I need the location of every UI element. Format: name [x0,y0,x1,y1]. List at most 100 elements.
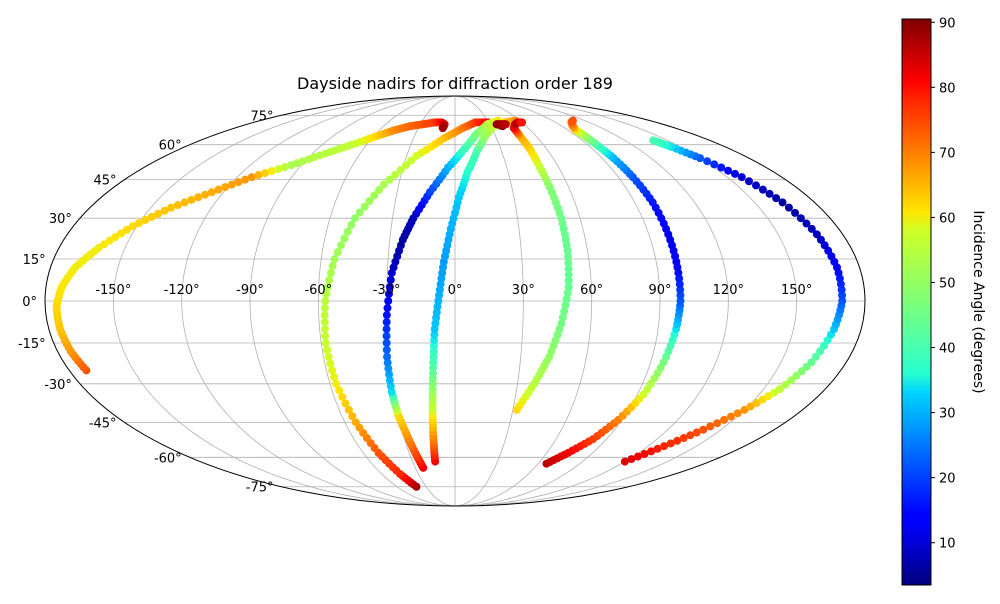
data-point [438,124,447,133]
data-point [128,222,137,231]
data-point [383,304,392,313]
colorbar-bar [901,18,932,586]
x-tick-label: -150° [95,283,131,298]
data-point [560,307,569,316]
data-point [234,178,243,187]
data-point [713,419,722,428]
data-point [280,163,289,172]
data-point [640,450,649,459]
data-point [384,289,393,298]
data-point [344,405,353,414]
y-tick-label: -75° [246,481,274,496]
map-border [44,95,866,507]
colorbar-tick-label: 20 [939,472,956,487]
data-point [326,359,335,368]
data-point [391,170,400,179]
data-point [341,399,350,408]
data-point [633,452,642,461]
data-point [326,268,335,277]
data-point [207,188,216,197]
data-point [740,405,749,414]
colorbar-tick-label: 10 [939,537,956,552]
y-tick-label: -30° [44,378,72,393]
x-tick-label: -120° [164,283,200,298]
y-tick-label: 75° [250,109,273,124]
data-point [328,366,337,375]
data-point [758,395,767,404]
data-point [518,118,527,127]
data-point [274,165,283,174]
data-point [187,195,196,204]
data-point [816,235,825,244]
data-point [660,442,669,451]
data-point [807,224,816,233]
data-point [167,203,176,212]
data-point [385,376,394,385]
y-tick-labels: -75° -60° -45° -30° -15° 0° 15° 30° 45° 60° 75° [18,109,274,495]
data-point [385,282,394,291]
data-point [564,270,573,279]
data-point [620,457,629,466]
data-point [396,165,405,174]
data-point [134,219,143,228]
data-point [343,227,352,236]
chart-title: Dayside nadirs for diffraction order 189 [297,74,613,93]
data-point [733,409,742,418]
colorbar-tick-label: 90 [939,16,956,31]
data-point [802,219,811,228]
data-point [564,258,573,267]
data-point [111,233,120,242]
data-point [227,180,236,189]
data-point [382,325,391,334]
data-point [562,295,571,304]
data-point [568,116,577,125]
data-point [254,171,263,180]
points-layer [52,116,847,491]
data-point [564,282,573,291]
data-point [385,175,394,184]
data-point [647,447,656,456]
x-tick-label: 60° [580,283,603,298]
data-point [653,444,662,453]
data-point [758,185,767,194]
data-point [201,190,210,199]
data-point [355,208,364,217]
data-point [261,169,270,178]
data-point [791,208,800,217]
x-tick-label: -90° [236,283,264,298]
data-point [775,385,784,394]
data-point [383,358,392,367]
data-point [386,275,395,284]
data-point [348,412,357,421]
data-point [141,215,150,224]
data-point [807,358,816,367]
data-point [649,136,658,145]
colorbar-tick-label: 40 [939,342,956,357]
data-point [330,255,339,264]
data-point [347,220,356,229]
colorbar-tick-label: 80 [939,81,956,96]
data-point [382,338,391,347]
data-point [558,313,567,322]
data-point [147,212,156,221]
data-point [360,202,369,211]
data-point [323,345,332,354]
data-point [627,455,636,464]
y-tick-label: 15° [23,253,46,268]
data-point [382,311,391,320]
data-point [335,386,344,395]
data-point [703,157,712,166]
data-point [563,289,572,298]
data-point [173,201,182,210]
data-point [365,197,374,206]
data-point [812,230,821,239]
data-point [764,392,773,401]
x-tick-label: 0° [448,283,463,298]
data-point [816,347,825,356]
data-point [116,229,125,238]
data-point [731,169,740,178]
data-point [720,415,729,424]
colorbar-tick-label: 70 [939,146,956,161]
data-point [679,434,688,443]
data-point [772,194,781,203]
